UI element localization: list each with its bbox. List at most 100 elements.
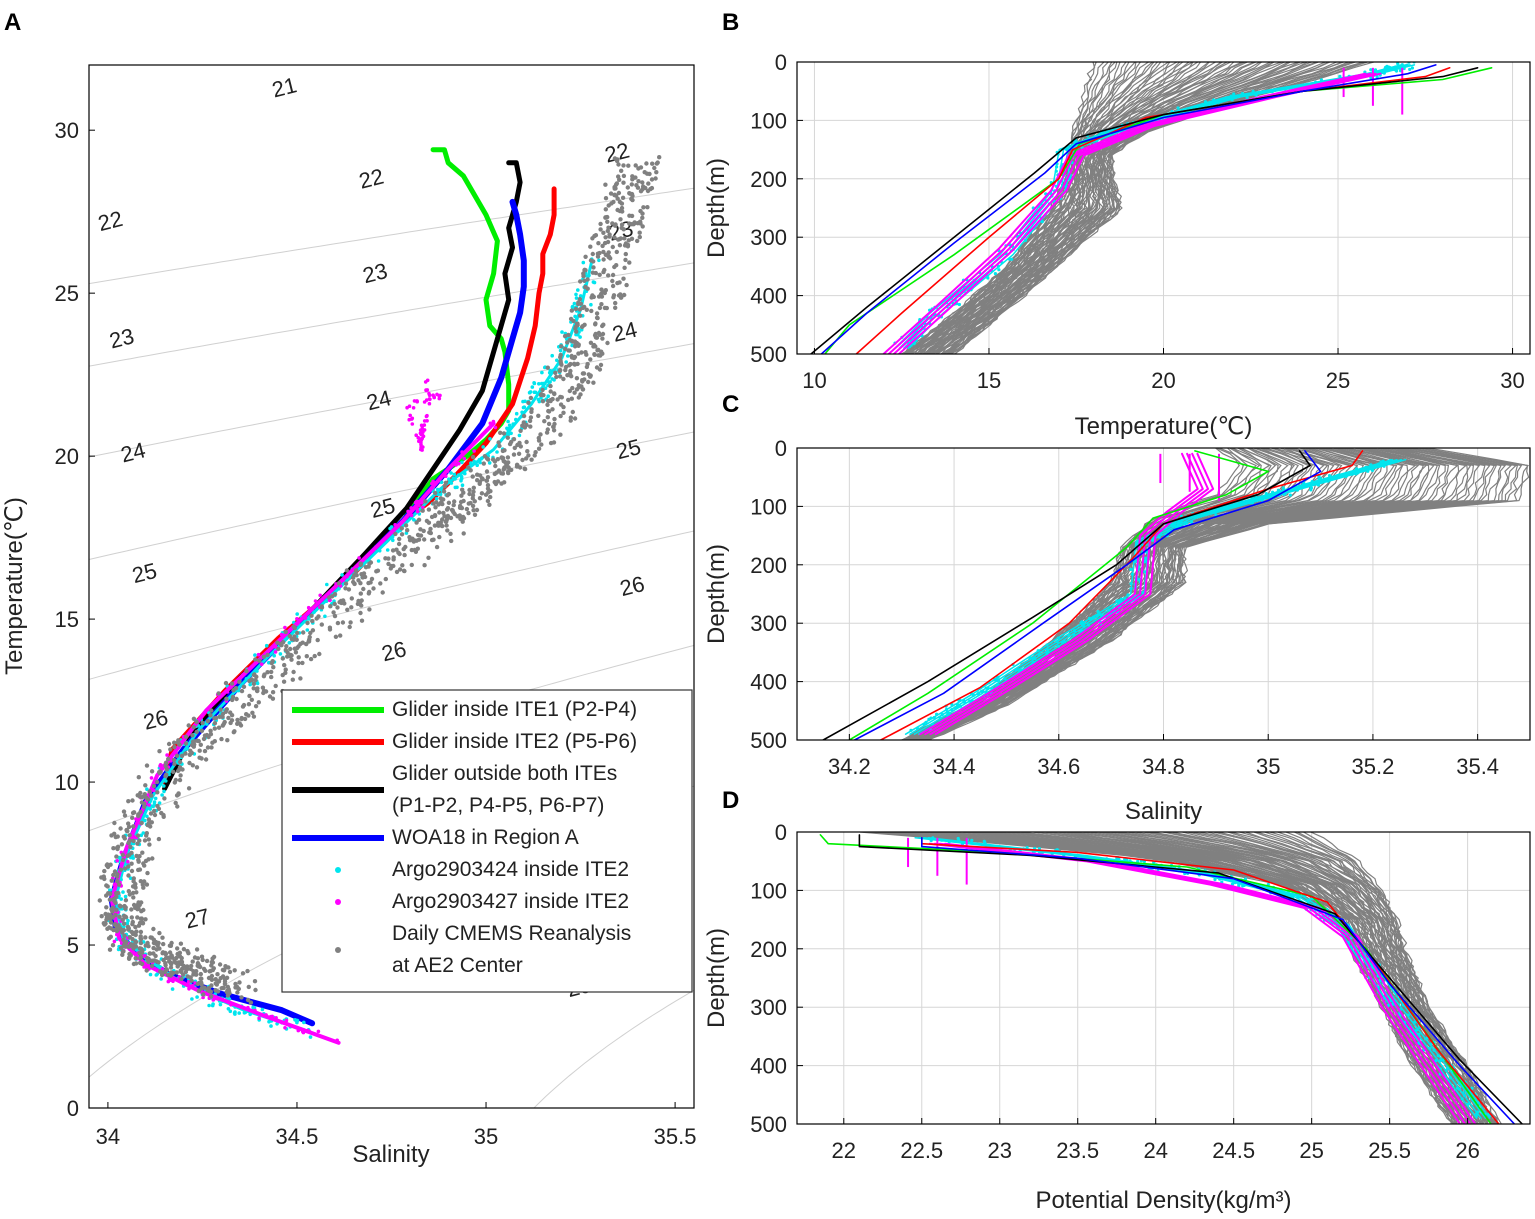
scatter-point bbox=[599, 302, 604, 307]
scatter-point bbox=[253, 704, 259, 709]
scatter-point bbox=[149, 776, 154, 780]
scatter-point bbox=[214, 996, 218, 1001]
scatter-point bbox=[511, 437, 517, 442]
scatter-point bbox=[621, 180, 626, 185]
scatter-point bbox=[123, 898, 129, 903]
scatter-point bbox=[406, 513, 410, 518]
scatter-point bbox=[169, 978, 173, 982]
scatter-point bbox=[605, 228, 610, 234]
scatter-point bbox=[617, 208, 623, 214]
scatter-point bbox=[179, 976, 184, 981]
scatter-point bbox=[1082, 625, 1086, 629]
scatter-point bbox=[162, 784, 166, 788]
scatter-point bbox=[420, 427, 425, 432]
scatter-point bbox=[308, 656, 314, 662]
scatter-point bbox=[211, 954, 217, 960]
y-tick-label: 200 bbox=[750, 167, 787, 192]
scatter-point bbox=[509, 467, 514, 473]
scatter-point bbox=[619, 201, 625, 206]
scatter-point bbox=[922, 722, 926, 726]
scatter-point bbox=[131, 961, 137, 967]
panel-a-axes-box bbox=[88, 64, 695, 1109]
scatter-point bbox=[617, 243, 623, 248]
scatter-point bbox=[362, 574, 368, 580]
scatter-point bbox=[1028, 656, 1032, 660]
scatter-point bbox=[427, 530, 432, 535]
x-tick-label: 25 bbox=[1299, 1138, 1323, 1163]
scatter-point bbox=[412, 399, 417, 403]
cmems-profile-line bbox=[960, 832, 1461, 1124]
scatter-point bbox=[419, 499, 424, 504]
scatter-point bbox=[993, 272, 998, 276]
scatter-point bbox=[1203, 100, 1208, 104]
scatter-point bbox=[332, 613, 338, 619]
scatter-point bbox=[470, 493, 476, 498]
scatter-point bbox=[652, 165, 657, 171]
scatter-point bbox=[1184, 521, 1189, 525]
scatter-point bbox=[191, 739, 197, 744]
scatter-point bbox=[126, 799, 131, 804]
scatter-point bbox=[968, 699, 972, 703]
scatter-point bbox=[538, 392, 544, 398]
scatter-point bbox=[142, 804, 147, 809]
scatter-point bbox=[1143, 556, 1148, 560]
scatter-point bbox=[306, 605, 311, 610]
scatter-point bbox=[600, 336, 605, 341]
scatter-point bbox=[121, 949, 126, 954]
scatter-point bbox=[485, 486, 491, 491]
scatter-point bbox=[146, 857, 151, 862]
scatter-point bbox=[506, 419, 510, 424]
scatter-point bbox=[561, 410, 566, 415]
scatter-point bbox=[544, 430, 550, 435]
scatter-point bbox=[112, 882, 117, 887]
isopycnal-line bbox=[89, 262, 694, 367]
x-tick-label: 34.4 bbox=[933, 754, 976, 779]
scatter-point bbox=[135, 907, 140, 912]
scatter-point bbox=[1201, 513, 1205, 517]
scatter-point bbox=[1413, 1020, 1417, 1024]
scatter-point bbox=[149, 769, 155, 774]
y-tick-label: 300 bbox=[750, 995, 787, 1020]
scatter-point bbox=[622, 236, 627, 241]
scatter-point bbox=[578, 392, 583, 397]
scatter-point bbox=[283, 667, 288, 672]
y-tick-label: 500 bbox=[750, 1112, 787, 1137]
scatter-point bbox=[202, 748, 208, 754]
scatter-point bbox=[598, 353, 603, 358]
argo2903427-profile bbox=[897, 72, 1382, 354]
scatter-point bbox=[167, 943, 173, 948]
scatter-point bbox=[1092, 615, 1096, 619]
scatter-point bbox=[282, 662, 287, 668]
scatter-point bbox=[558, 432, 563, 437]
scatter-point bbox=[595, 348, 600, 353]
scatter-point bbox=[1232, 92, 1236, 96]
cmems-profile-line bbox=[1256, 832, 1493, 1124]
scatter-point bbox=[626, 163, 631, 168]
scatter-point bbox=[527, 390, 532, 395]
scatter-point bbox=[310, 628, 316, 633]
scatter-point bbox=[1230, 882, 1234, 886]
scatter-point bbox=[612, 264, 617, 270]
scatter-point bbox=[237, 1011, 241, 1015]
scatter-point bbox=[449, 471, 453, 475]
scatter-point bbox=[289, 636, 294, 642]
scatter-point bbox=[287, 641, 292, 645]
scatter-point bbox=[354, 568, 359, 573]
scatter-point bbox=[351, 575, 356, 580]
scatter-point bbox=[621, 276, 626, 281]
scatter-point bbox=[1432, 1048, 1436, 1052]
scatter-point bbox=[1037, 847, 1041, 851]
scatter-point bbox=[1355, 467, 1359, 471]
x-tick-label: 10 bbox=[802, 368, 826, 393]
scatter-point bbox=[566, 354, 570, 358]
scatter-point bbox=[1410, 66, 1414, 70]
x-tick-label: 34.2 bbox=[828, 754, 871, 779]
scatter-point bbox=[394, 569, 400, 575]
scatter-point bbox=[621, 163, 626, 168]
scatter-point bbox=[126, 889, 131, 894]
scatter-point bbox=[1382, 464, 1386, 468]
cmems-profile-line bbox=[924, 448, 1486, 740]
scatter-point bbox=[163, 763, 168, 769]
scatter-point bbox=[143, 818, 147, 823]
scatter-point bbox=[208, 728, 213, 733]
